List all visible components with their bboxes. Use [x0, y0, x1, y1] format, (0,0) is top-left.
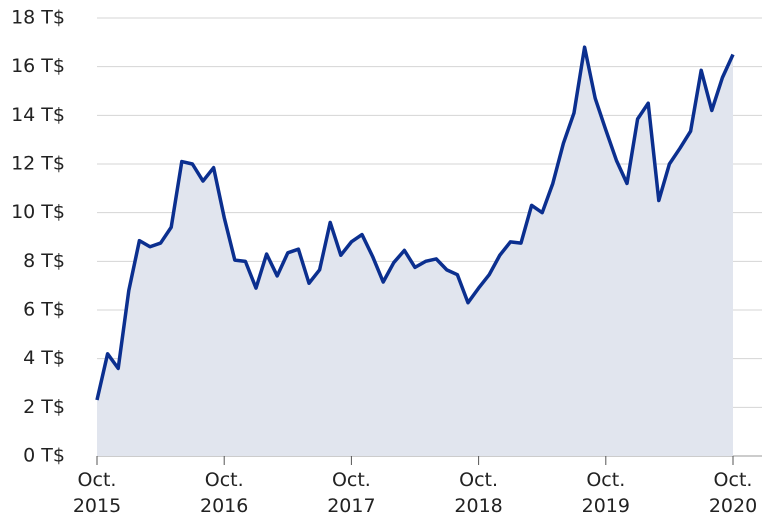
x-tick-label: Oct. 2017	[327, 469, 376, 517]
line	[95, 45, 735, 401]
x-tick-label: Oct. 2020	[708, 469, 758, 517]
y-tick-label: 4 T$	[23, 347, 65, 369]
y-tick-label: 2 T$	[23, 396, 65, 418]
x-tick-label: Oct. 2016	[200, 469, 249, 517]
area-fill	[97, 47, 733, 456]
y-tick-label: 8 T$	[23, 250, 65, 272]
y-tick-label: 12 T$	[11, 153, 65, 175]
y-tick-label: 10 T$	[11, 201, 65, 223]
y-tick-label: 18 T$	[11, 7, 65, 29]
x-tick-label: Oct. 2019	[581, 469, 630, 517]
y-tick-label: 6 T$	[23, 299, 65, 321]
x-tick-label: Oct. 2018	[454, 469, 503, 517]
x-tick-label: Oct. 2015	[72, 469, 122, 517]
y-tick-label: 0 T$	[23, 445, 65, 467]
y-tick-label: 14 T$	[11, 104, 65, 126]
y-tick-label: 16 T$	[11, 55, 65, 77]
